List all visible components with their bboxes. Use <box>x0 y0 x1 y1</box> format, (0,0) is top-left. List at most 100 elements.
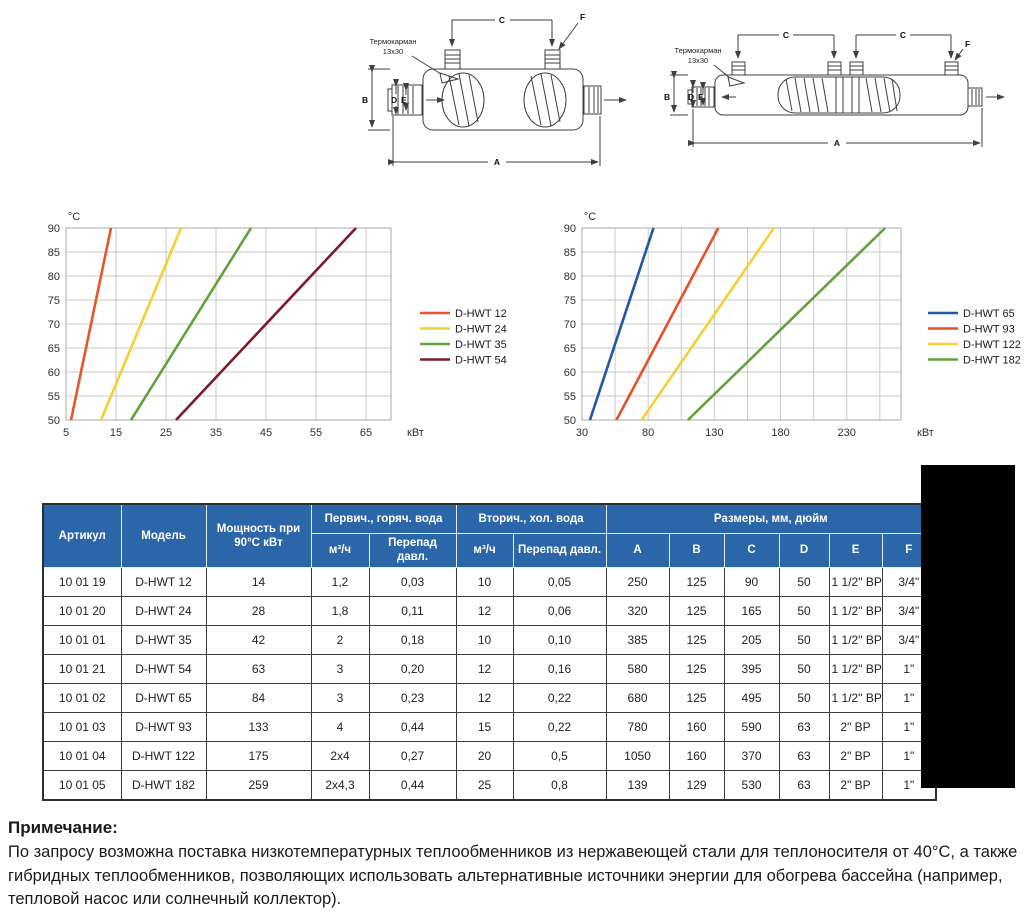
table-cell: 28 <box>205 595 312 626</box>
dim-c2-label: C <box>900 30 906 40</box>
table-cell: 10 <box>455 624 514 655</box>
table-cell: 12 <box>455 682 514 713</box>
dim-d-label: D <box>391 95 397 105</box>
spec-table: Артикул Модель Мощность при 90°С кВт Пер… <box>42 503 938 801</box>
table-cell: 10 01 03 <box>42 711 122 742</box>
table-cell: 0,8 <box>512 769 607 801</box>
table-cell: 14 <box>205 566 312 597</box>
series-line-d-hwt-24 <box>99 227 183 421</box>
table-cell: 90 <box>723 566 780 597</box>
table-cell: 50 <box>778 595 830 626</box>
y-tick-label: 60 <box>48 367 60 379</box>
x-tick-label: 80 <box>642 427 654 439</box>
y-tick-label: 80 <box>48 271 60 283</box>
table-cell: D-HWT 24 <box>120 595 207 626</box>
power-temperature-chart-small-models: 5 15 25 35 45 55 65 50 55 60 65 70 75 80 85 90 °C кВт D-HW… <box>48 211 507 439</box>
table-cell: 0,44 <box>368 769 457 801</box>
legend-label: D-HWT 35 <box>455 339 507 351</box>
table-row: 10 01 04 D-HWT 122 175 2x4 0,27 20 0,5 1050 160 3… <box>42 740 937 771</box>
table-cell: D-HWT 65 <box>120 682 207 713</box>
table-cell: 0,16 <box>512 653 607 684</box>
table-cell: 0,5 <box>512 740 607 771</box>
col-header-pressure-primary: Перепад давл. <box>368 533 457 568</box>
col-header-power: Мощность при 90°С кВт <box>205 503 312 568</box>
y-tick-label: 75 <box>48 295 60 307</box>
y-tick-label: 85 <box>48 247 60 259</box>
table-cell: 320 <box>605 595 670 626</box>
dim-f-label: F <box>965 39 970 49</box>
table-cell: 175 <box>205 740 312 771</box>
y-tick-label: 50 <box>48 415 60 427</box>
table-cell: 0,11 <box>368 595 457 626</box>
top-ports <box>731 61 959 76</box>
x-tick-label: 15 <box>110 427 122 439</box>
table-cell: 2" ВР <box>828 769 883 801</box>
x-axis-unit: кВт <box>407 427 424 439</box>
table-cell: 0,18 <box>368 624 457 655</box>
col-header-dim-c: C <box>723 533 780 568</box>
table-cell: 1,2 <box>310 566 370 597</box>
dim-a-label: A <box>834 138 840 148</box>
col-group-secondary-water: Вторич., хол. вода <box>455 503 607 534</box>
series-line-d-hwt-54 <box>175 227 357 421</box>
legend-label: D-HWT 65 <box>963 308 1015 320</box>
table-cell: 25 <box>455 769 514 801</box>
table-cell: 160 <box>668 711 725 742</box>
table-cell: 395 <box>723 653 780 684</box>
power-temperature-chart-large-models: 30 80 130 180 230 50 55 60 65 70 75 80 85 90 °C кВт D-HW… <box>564 211 1021 439</box>
table-cell: 84 <box>205 682 312 713</box>
table-cell: D-HWT 35 <box>120 624 207 655</box>
dim-c-label: C <box>783 30 789 40</box>
legend-label: D-HWT 12 <box>455 308 507 320</box>
col-header-dim-e: E <box>828 533 883 568</box>
table-cell: 385 <box>605 624 670 655</box>
table-cell: D-HWT 54 <box>120 653 207 684</box>
dim-e-label: E <box>698 92 704 102</box>
thermo-pocket-size: 13x30 <box>688 56 708 65</box>
table-cell: 63 <box>778 740 830 771</box>
table-cell: 1 1/2" ВР <box>828 624 883 655</box>
table-cell: 63 <box>205 653 312 684</box>
series-line-d-hwt-182 <box>686 227 887 421</box>
col-header-flow-primary: м³/ч <box>310 533 370 568</box>
table-cell: 4 <box>310 711 370 742</box>
x-tick-label: 230 <box>838 427 856 439</box>
y-axis-unit: °C <box>68 211 80 223</box>
table-cell: 125 <box>668 624 725 655</box>
dim-b-label: B <box>664 92 670 102</box>
table-cell: 3 <box>310 653 370 684</box>
table-cell: 139 <box>605 769 670 801</box>
table-cell: 205 <box>723 624 780 655</box>
table-cell: 370 <box>723 740 780 771</box>
table-cell: 680 <box>605 682 670 713</box>
table-cell: 780 <box>605 711 670 742</box>
legend-label: D-HWT 122 <box>963 339 1021 351</box>
table-cell: 133 <box>205 711 312 742</box>
table-cell: 0,06 <box>512 595 607 626</box>
table-cell: 50 <box>778 566 830 597</box>
x-tick-label: 35 <box>210 427 222 439</box>
legend-label: D-HWT 54 <box>455 355 507 367</box>
col-group-primary-water: Первич., горяч. вода <box>310 503 457 534</box>
legend-label: D-HWT 182 <box>963 355 1021 367</box>
table-cell: 0,22 <box>512 682 607 713</box>
table-cell: 0,03 <box>368 566 457 597</box>
table-cell: 10 01 05 <box>42 769 122 801</box>
x-tick-label: 130 <box>705 427 723 439</box>
table-row: 10 01 20 D-HWT 24 28 1,8 0,11 12 0,06 320 125 165… <box>42 595 937 626</box>
table-cell: 0,22 <box>512 711 607 742</box>
series-line-d-hwt-122 <box>640 227 775 421</box>
x-tick-label: 25 <box>160 427 172 439</box>
col-header-dim-d: D <box>778 533 830 568</box>
legend-label: D-HWT 24 <box>455 324 507 336</box>
series-line-d-hwt-65 <box>588 227 655 421</box>
table-row: 10 01 02 D-HWT 65 84 3 0,23 12 0,22 680 125 495 50… <box>42 682 937 713</box>
table-cell: 1 1/2" ВР <box>828 682 883 713</box>
table-cell: D-HWT 93 <box>120 711 207 742</box>
table-cell: 580 <box>605 653 670 684</box>
dim-b-label: B <box>362 95 368 105</box>
y-tick-label: 70 <box>48 319 60 331</box>
col-header-flow-secondary: м³/ч <box>455 533 514 568</box>
col-group-dimensions: Размеры, мм, дюйм <box>605 503 937 534</box>
table-cell: 125 <box>668 682 725 713</box>
